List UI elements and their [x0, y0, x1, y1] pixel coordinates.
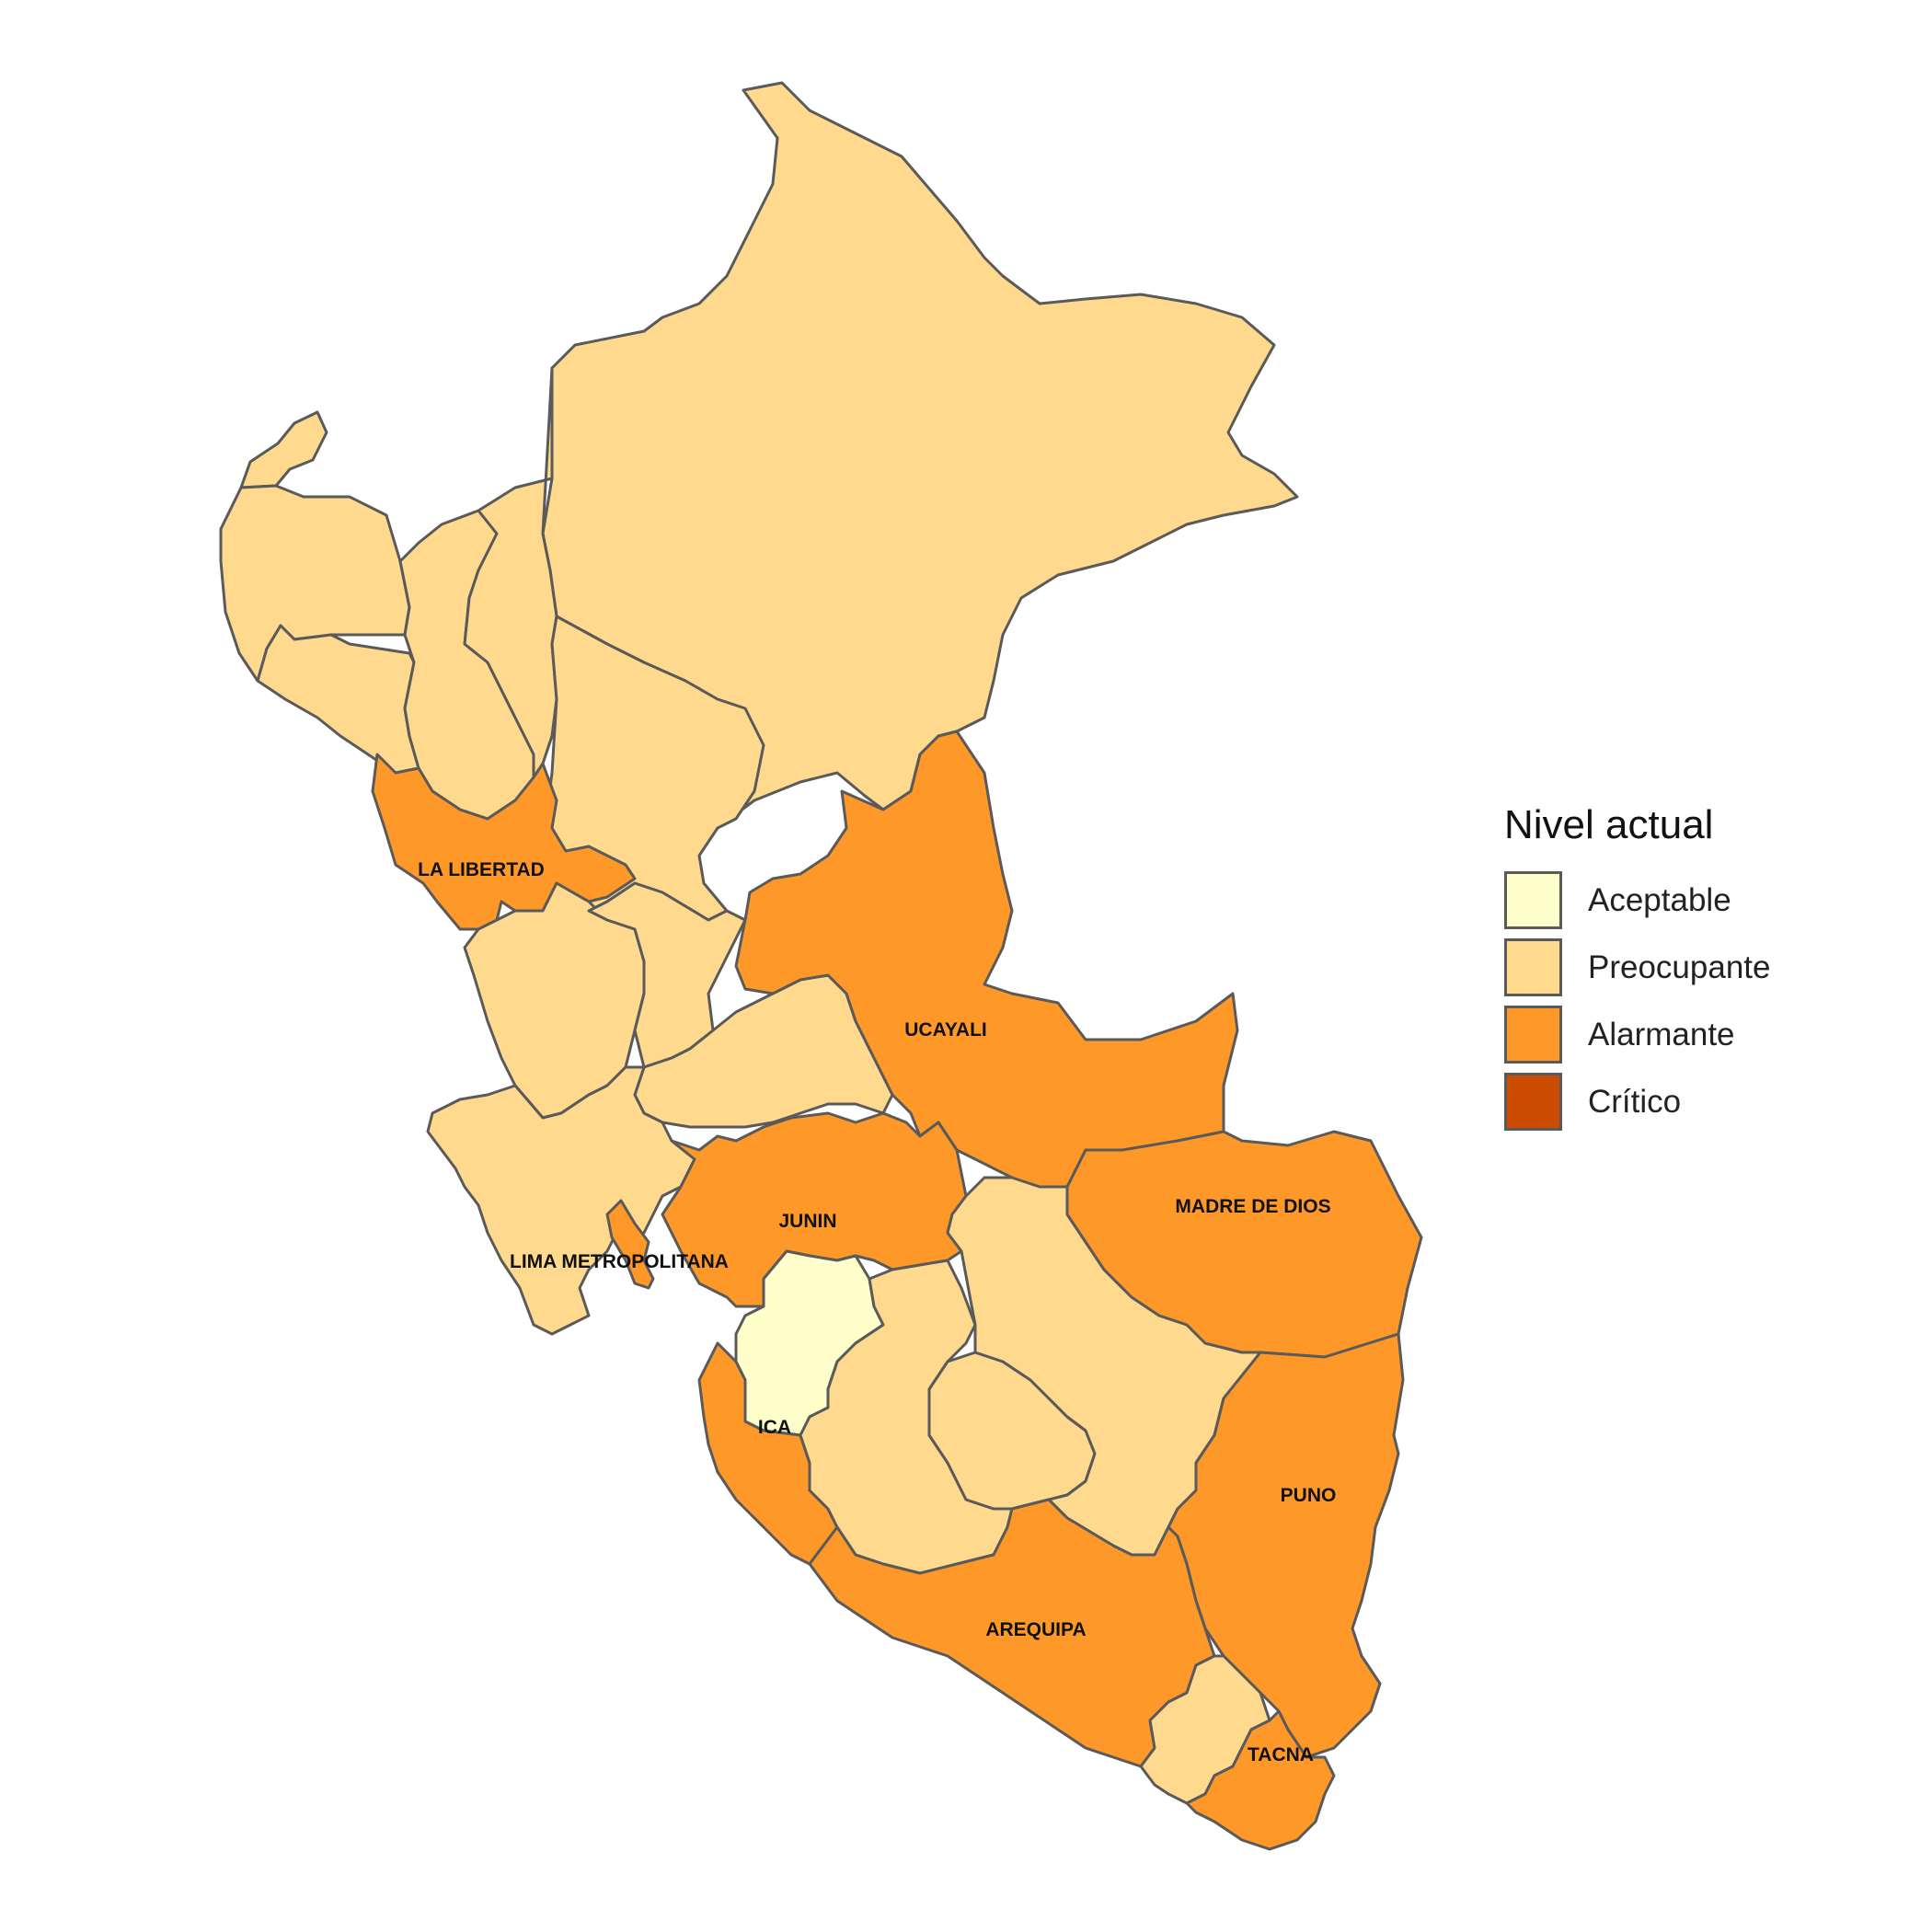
region-lambayeque[interactable] [256, 624, 420, 775]
label-la-libertad: LA LIBERTAD [418, 859, 545, 880]
legend-item-critico: Crítico [1504, 1068, 1770, 1135]
label-tacna: TACNA [1248, 1744, 1314, 1765]
label-puno: PUNO [1281, 1485, 1337, 1506]
region-lima[interactable] [426, 1065, 696, 1336]
region-huanuco[interactable] [587, 881, 747, 1069]
region-pasco[interactable] [633, 973, 894, 1129]
region-tacna[interactable] [1185, 1709, 1336, 1851]
legend-item-aceptable: Aceptable [1504, 867, 1770, 934]
legend: Nivel actual Aceptable Preocupante Alarm… [1504, 802, 1770, 1135]
region-lima-metropolitana[interactable] [605, 1199, 655, 1290]
legend-item-preocupante: Preocupante [1504, 934, 1770, 1001]
legend-label-aceptable: Aceptable [1588, 881, 1731, 918]
legend-swatch-aceptable [1504, 871, 1562, 929]
label-lima-metropolitana: LIMA METROPOLITANA [510, 1251, 729, 1272]
legend-title: Nivel actual [1504, 802, 1714, 847]
legend-swatch-alarmante [1504, 1006, 1562, 1064]
label-junin: JUNIN [778, 1211, 836, 1232]
legend-label-critico: Crítico [1588, 1083, 1682, 1120]
region-tumbes[interactable] [239, 410, 328, 489]
label-ica: ICA [758, 1417, 791, 1438]
legend-swatch-critico [1504, 1073, 1562, 1131]
legend-label-alarmante: Alarmante [1588, 1016, 1735, 1052]
legend-swatch-preocupante [1504, 938, 1562, 996]
region-amazonas[interactable] [463, 366, 558, 779]
region-la-libertad[interactable] [371, 753, 637, 931]
legend-label-preocupante: Preocupante [1588, 949, 1771, 985]
region-ancash[interactable] [463, 881, 646, 1120]
region-arequipa[interactable] [808, 1498, 1216, 1768]
label-arequipa: AREQUIPA [985, 1619, 1086, 1640]
label-ucayali: UCAYALI [904, 1019, 986, 1041]
legend-item-alarmante: Alarmante [1504, 1001, 1770, 1068]
label-madre-de-dios: MADRE DE DIOS [1175, 1196, 1330, 1217]
